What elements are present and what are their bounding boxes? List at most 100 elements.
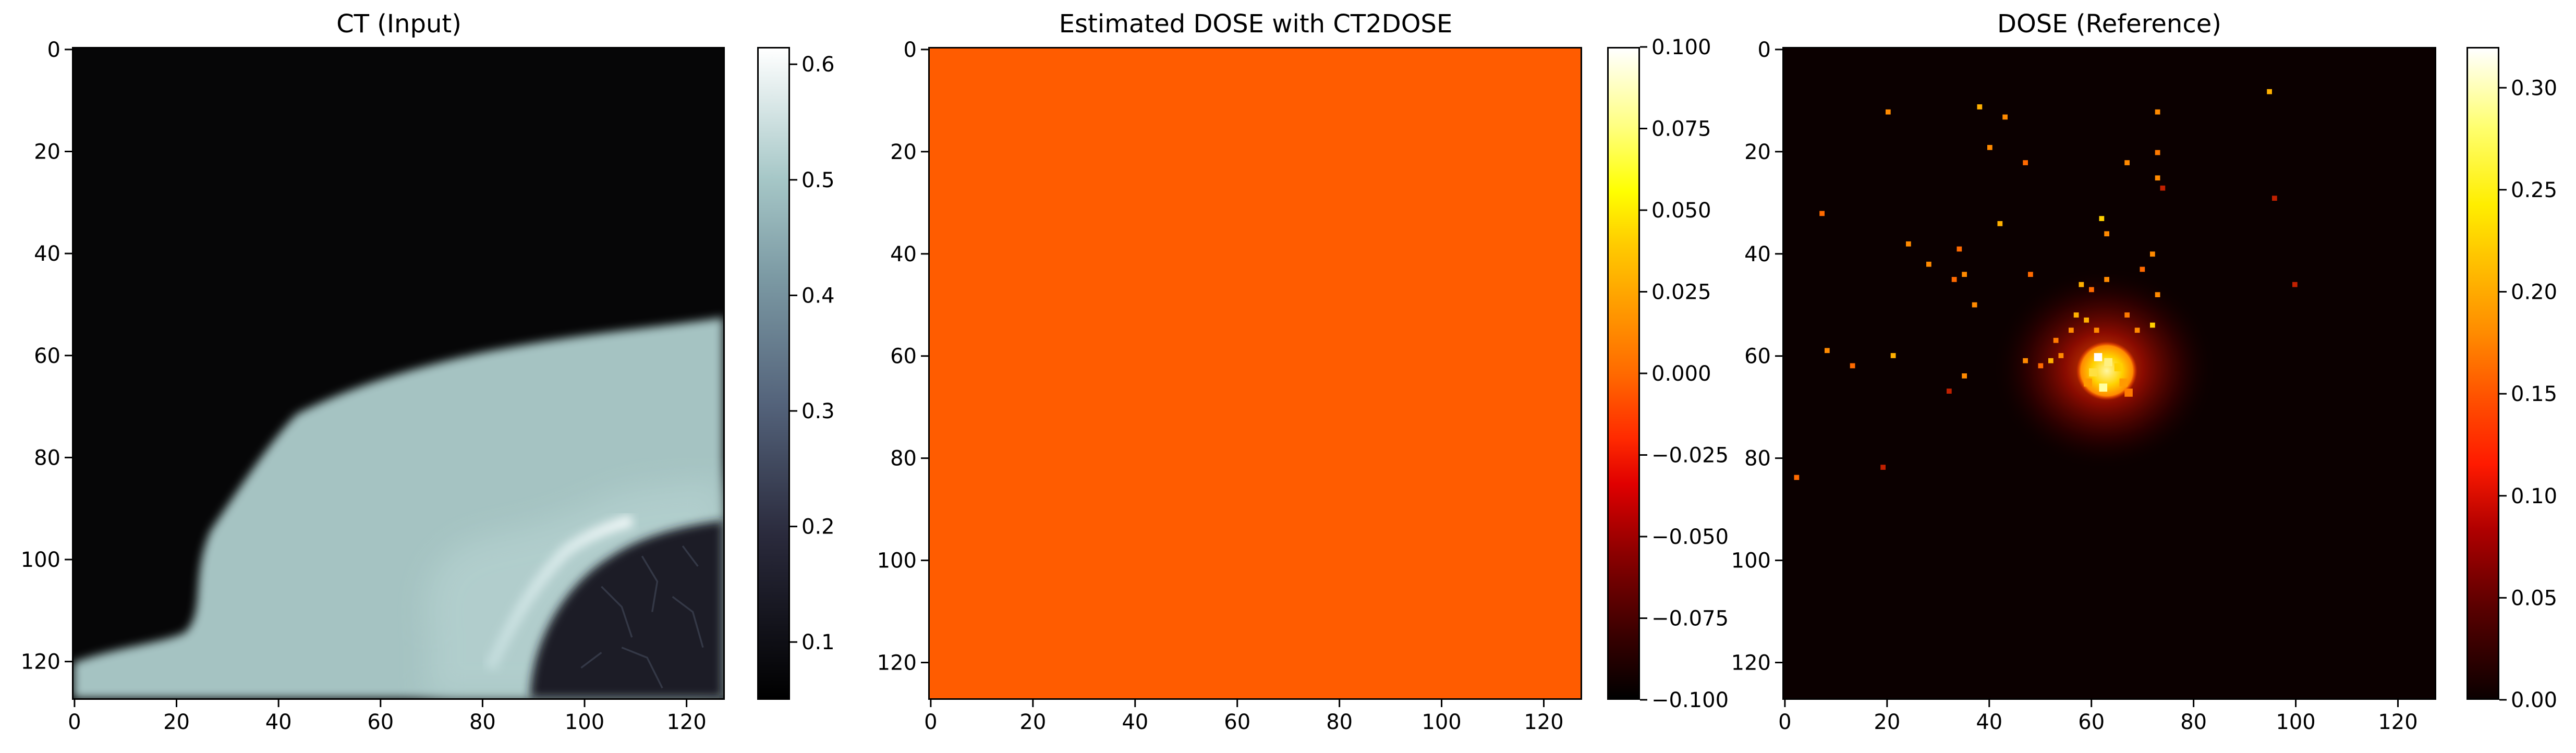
dose-hotspot-pixel (2099, 383, 2108, 392)
dose-speckle (2104, 231, 2109, 237)
dose-speckle (2155, 292, 2160, 297)
dose-hotspot-pixel (2124, 388, 2133, 397)
colorbar-tick-label: 0.075 (1651, 117, 1711, 141)
estimated-dose-panel: Estimated DOSE with CT2DOSE 0 20 40 60 80 100… (855, 0, 1729, 753)
dose-speckle (1957, 246, 1962, 252)
x-tick-label: 120 (2378, 710, 2417, 734)
dose-speckle (2094, 327, 2099, 333)
dose-hotspot-pixel (2114, 363, 2123, 372)
dose-speckle (2292, 282, 2298, 287)
colorbar-tick-label: 0.00 (2511, 688, 2557, 712)
y-tick-label: 0 (1758, 38, 1771, 62)
colorbar-tick-label: 0.30 (2511, 76, 2557, 100)
y-tick-label: 60 (890, 345, 917, 369)
dose-speckle (1886, 109, 1891, 115)
colorbar-tick-label: 0.10 (2511, 484, 2557, 508)
dose-reference-panel: DOSE (Reference) 0 20 4 (1716, 0, 2576, 753)
y-tick-label: 40 (1744, 242, 1771, 266)
y-tick-label: 20 (890, 140, 917, 164)
y-tick-label: 60 (34, 344, 60, 368)
dose-speckle (2267, 89, 2272, 94)
x-tick-label: 20 (1874, 710, 1900, 734)
dose-speckle (2023, 160, 2028, 165)
dose-speckle (2155, 150, 2160, 155)
dose-speckle (2058, 353, 2064, 358)
x-tick-label: 100 (1421, 710, 1461, 734)
dose-speckle (2073, 312, 2079, 318)
estimated-dose-axes: 0 20 40 60 80 100 120 0 20 40 60 80 100 120 0.100 0.075… (877, 35, 1729, 734)
y-tick-label: 120 (1731, 651, 1771, 675)
colorbar-tick-label: 0.2 (801, 515, 835, 539)
x-tick-label: 20 (163, 710, 190, 734)
dose-reference-colorbar (2466, 47, 2499, 700)
rib-highlight (484, 514, 634, 671)
dose-speckle (2124, 312, 2130, 318)
estimated-dose-colorbar (1607, 47, 1640, 700)
dose-reference-axes: 0 20 40 60 80 100 120 0 20 40 60 80 100 120 0.30 0.25 0.… (1731, 38, 2557, 734)
panel-title: DOSE (Reference) (1997, 9, 2221, 39)
x-tick-label: 80 (1326, 710, 1353, 734)
y-tick-label: 40 (34, 242, 60, 266)
dose-speckle (2272, 196, 2277, 201)
dose-speckle (2079, 282, 2084, 287)
colorbar-tick-label: 0.025 (1651, 281, 1711, 305)
y-tick-label: 20 (1744, 140, 1771, 164)
dose-hotspot-pixel (2119, 378, 2128, 387)
dose-speckle (2124, 160, 2130, 165)
x-tick-label: 40 (1122, 710, 1148, 734)
dose-speckle (1947, 388, 1952, 394)
dose-hotspot-pixel (2084, 378, 2092, 387)
x-tick-label: 80 (469, 710, 496, 734)
dose-speckle (2155, 109, 2160, 115)
dose-speckle (1997, 221, 2003, 226)
colorbar-tick-label: −0.050 (1651, 525, 1729, 549)
x-tick-label: 0 (1778, 710, 1791, 734)
dose-hotspot-pixel (2089, 368, 2097, 376)
y-tick-label: 120 (877, 651, 917, 675)
dose-speckle (2023, 358, 2028, 363)
x-tick-label: 100 (565, 710, 604, 734)
y-tick-label: 80 (34, 446, 60, 470)
dose-speckle (2053, 337, 2059, 343)
x-tick-label: 60 (1224, 710, 1250, 734)
dose-speckle (2038, 363, 2044, 369)
dose-speckle (2104, 277, 2109, 282)
colorbar-tick-label: 0.4 (801, 284, 835, 308)
dose-speckle (1987, 144, 1992, 150)
y-tick-label: 100 (21, 548, 60, 572)
colorbar-tick-label: 0.000 (1651, 362, 1711, 386)
colorbar-tick-label: 0.05 (2511, 586, 2557, 610)
dose-speckle (1794, 475, 1800, 480)
dose-hotspot-pixel (2104, 358, 2112, 367)
colorbar-tick-label: 0.6 (801, 53, 835, 77)
dose-speckle (1906, 241, 1911, 247)
y-tick-label: 60 (1744, 345, 1771, 369)
dose-speckle (1977, 104, 1983, 110)
y-tick-label: 120 (21, 650, 60, 674)
dose-speckle (2150, 322, 2155, 328)
colorbar-tick-label: −0.075 (1651, 607, 1729, 631)
dose-speckle (2048, 358, 2053, 363)
x-tick-label: 100 (2276, 710, 2315, 734)
dose-speckle (1819, 211, 1825, 216)
dose-speckle (1880, 465, 1886, 470)
ct-axes: 0 20 40 60 80 100 120 0 20 40 60 80 100 120 0.1 0.2 0.3 0… (21, 38, 835, 734)
colorbar-tick-label: 0.20 (2511, 281, 2557, 305)
dose-speckle (1951, 277, 1957, 282)
y-tick-label: 40 (890, 242, 917, 266)
x-tick-label: 40 (265, 710, 292, 734)
colorbar-tick-label: 0.25 (2511, 178, 2557, 202)
y-tick-label: 20 (34, 140, 60, 164)
y-tick-label: 100 (1731, 549, 1771, 573)
y-tick-label: 100 (877, 549, 917, 573)
dose-hotspot-pixel (2094, 353, 2103, 361)
dose-reference-image (1782, 47, 2436, 700)
dose-speckle (1926, 261, 1931, 267)
dose-speckle (1972, 302, 1977, 308)
estimated-dose-image (928, 47, 1582, 700)
x-tick-label: 60 (367, 710, 394, 734)
dose-speckle (1825, 348, 1830, 354)
dose-speckle (2028, 272, 2033, 277)
colorbar-tick-label: 0.3 (801, 399, 835, 423)
y-tick-label: 80 (890, 447, 917, 471)
